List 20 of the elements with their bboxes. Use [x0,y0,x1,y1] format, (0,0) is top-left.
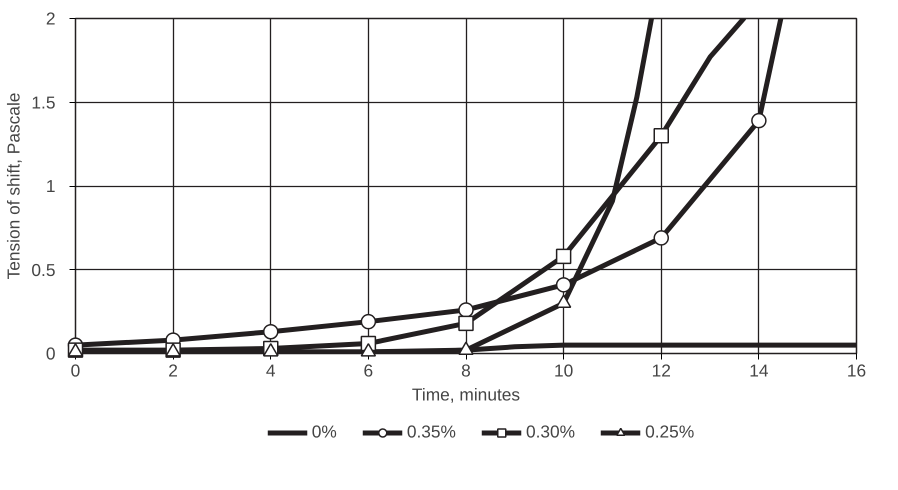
x-tick-label: 4 [266,360,276,380]
y-tick-label: 1 [46,176,56,196]
x-tick-label: 6 [364,360,374,380]
y-tick-label: 0 [46,344,56,364]
legend-label: 0.25% [645,422,694,442]
y-axis-title: Tension of shift, Pascale [3,92,24,280]
y-tick-label: 0.5 [31,260,56,280]
x-tick-label: 16 [846,360,866,380]
legend-label: 0.35% [406,422,456,442]
y-tick-label: 1.5 [31,92,56,112]
y-tick-label: 2 [46,8,56,28]
x-tick-label: 12 [652,360,671,380]
x-tick-label: 8 [461,360,471,380]
legend-label: 0.30% [526,422,576,442]
x-axis-title: Time, minutes [412,384,520,404]
x-tick-label: 0 [70,360,80,380]
legend-label: 0% [312,422,337,442]
x-tick-label: 10 [554,360,574,380]
x-tick-label: 2 [168,360,178,380]
x-tick-label: 14 [749,360,769,380]
